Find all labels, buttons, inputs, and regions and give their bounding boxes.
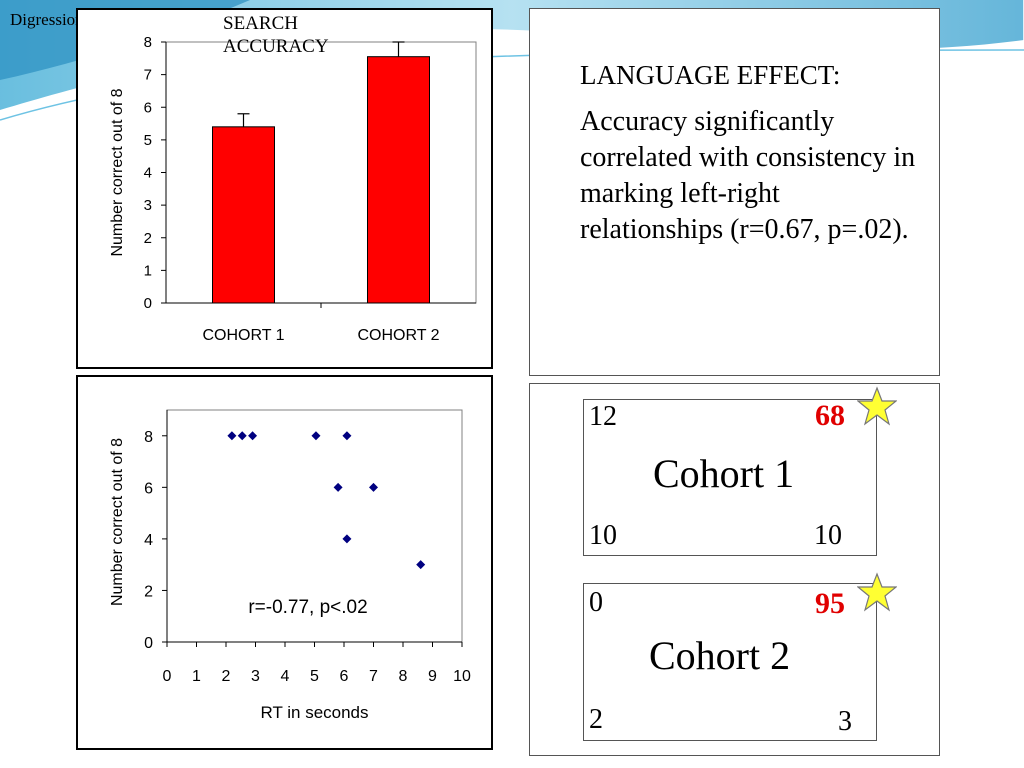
x-tick-label: 3 bbox=[251, 668, 260, 685]
x-tick-label: 5 bbox=[310, 668, 319, 685]
scatter-chart: 0 2 4 6 8 0 1 2 3 4 5 6 7 8 9 10 RT in seconds Number cor… bbox=[109, 409, 471, 722]
cohort-2-star-icon bbox=[857, 572, 897, 612]
x-axis-label: RT in seconds bbox=[260, 703, 368, 722]
y-tick-label: 6 bbox=[144, 99, 152, 116]
y-tick-label: 2 bbox=[144, 230, 152, 247]
bar-chart-title-line-1: SEARCH bbox=[223, 13, 298, 34]
cohort-2-percent: 95 bbox=[815, 587, 845, 620]
x-category-label: COHORT 1 bbox=[202, 327, 284, 344]
x-tick-label: 7 bbox=[369, 668, 378, 685]
y-tick-label: 1 bbox=[144, 262, 152, 279]
digression-label: Digression bbox=[10, 10, 84, 29]
x-tick-label: 1 bbox=[192, 668, 201, 685]
x-category-label: COHORT 2 bbox=[357, 327, 439, 344]
x-tick-label: 0 bbox=[163, 668, 172, 685]
language-effect-body: Accuracy significantly correlated with c… bbox=[580, 106, 916, 245]
bar bbox=[212, 126, 275, 304]
data-point bbox=[237, 431, 247, 441]
correlation-annotation: r=-0.77, p<.02 bbox=[248, 597, 367, 618]
cohort-1-box bbox=[583, 399, 877, 556]
data-point bbox=[342, 534, 352, 544]
x-tick-label: 10 bbox=[453, 668, 471, 685]
y-tick-label: 6 bbox=[144, 480, 153, 497]
x-tick-label: 6 bbox=[340, 668, 349, 685]
data-point bbox=[342, 431, 352, 441]
y-tick-label: 3 bbox=[144, 197, 152, 214]
y-axis-label: Number correct out of 8 bbox=[109, 438, 126, 606]
y-tick-label: 5 bbox=[144, 132, 152, 149]
y-tick-label: 8 bbox=[144, 34, 152, 51]
y-tick-label: 8 bbox=[144, 429, 153, 446]
cohort-1-name: Cohort 1 bbox=[653, 451, 795, 496]
y-tick-label: 0 bbox=[144, 295, 152, 312]
language-effect-heading: LANGUAGE EFFECT: bbox=[580, 60, 841, 90]
x-tick-label: 2 bbox=[222, 668, 231, 685]
x-tick-label: 4 bbox=[281, 668, 290, 685]
y-tick-label: 2 bbox=[144, 583, 153, 600]
data-point bbox=[369, 482, 378, 492]
cohort-1-top-left: 12 bbox=[589, 401, 617, 432]
cohort-2-box bbox=[583, 583, 877, 741]
data-point bbox=[248, 431, 258, 441]
cohort-2-bottom-left: 2 bbox=[589, 704, 603, 735]
cohort-1-star-icon bbox=[857, 386, 897, 426]
scatter-panel bbox=[76, 375, 493, 750]
y-tick-label: 4 bbox=[144, 165, 152, 182]
data-point bbox=[227, 431, 237, 441]
data-point bbox=[311, 431, 321, 441]
y-tick-label: 7 bbox=[144, 67, 152, 84]
bar-chart-title: SEARCH ACCURACY bbox=[223, 12, 329, 58]
bar-chart-title-line-2: ACCURACY bbox=[223, 36, 329, 57]
cohort-1-bottom-left: 10 bbox=[589, 520, 617, 551]
y-tick-label: 4 bbox=[144, 532, 153, 549]
bar-chart: 0 1 2 3 4 5 6 7 8 COHORT 1 COHORT 2 Number correct … bbox=[109, 34, 477, 344]
data-point bbox=[416, 560, 426, 570]
y-axis-label: Number correct out of 8 bbox=[109, 88, 126, 256]
language-effect-panel bbox=[529, 8, 940, 376]
cohort-1-bottom-right: 10 bbox=[814, 520, 842, 551]
cohort-1-percent: 68 bbox=[815, 399, 845, 432]
data-point bbox=[333, 482, 343, 492]
bar bbox=[367, 56, 430, 304]
cohort-2-name: Cohort 2 bbox=[649, 633, 791, 678]
cohort-2-bottom-right: 3 bbox=[838, 706, 852, 737]
x-tick-label: 8 bbox=[399, 668, 408, 685]
y-tick-label: 0 bbox=[144, 635, 153, 652]
cohort-2-top-left: 0 bbox=[589, 587, 603, 618]
x-tick-label: 9 bbox=[428, 668, 437, 685]
